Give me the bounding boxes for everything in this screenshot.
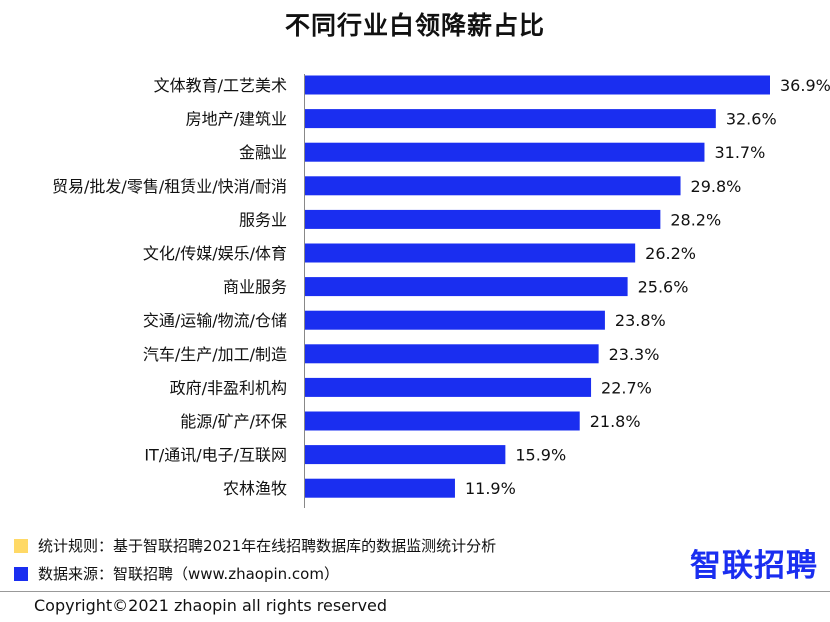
value-label: 28.2% xyxy=(670,210,721,229)
value-label: 32.6% xyxy=(726,110,777,129)
value-label: 22.7% xyxy=(601,378,652,397)
bar xyxy=(305,75,770,95)
category-label: 贸易/批发/零售/租赁业/快消/耐消 xyxy=(52,177,287,196)
bar xyxy=(305,445,506,465)
data-source-text: 数据来源：智联招聘（www.zhaopin.com） xyxy=(38,565,339,583)
bar xyxy=(305,109,716,129)
category-label: 交通/运输/物流/仓储 xyxy=(143,311,287,330)
category-label: IT/通讯/电子/互联网 xyxy=(144,446,287,465)
bar xyxy=(305,277,628,297)
category-label: 政府/非盈利机构 xyxy=(170,378,287,397)
statistics-rule-note: 统计规则：基于智联招聘2021年在线招聘数据库的数据监测统计分析 xyxy=(14,535,496,556)
zhaopin-logo: 智联招聘 xyxy=(690,548,818,584)
bar xyxy=(305,209,661,229)
value-label: 29.8% xyxy=(691,177,742,196)
value-label: 36.9% xyxy=(780,76,830,95)
value-label: 23.3% xyxy=(609,345,660,364)
category-label: 房地产/建筑业 xyxy=(186,110,287,129)
category-label: 汽车/生产/加工/制造 xyxy=(143,345,287,364)
data-source-note: 数据来源：智联招聘（www.zhaopin.com） xyxy=(14,563,339,584)
copyright-text: Copyright©2021 zhaopin all rights reserv… xyxy=(34,596,388,615)
category-label: 能源/矿产/环保 xyxy=(180,412,287,431)
value-label: 25.6% xyxy=(638,278,689,297)
bar xyxy=(305,478,455,498)
statistics-rule-text: 统计规则：基于智联招聘2021年在线招聘数据库的数据监测统计分析 xyxy=(38,537,497,555)
value-label: 31.7% xyxy=(714,143,765,162)
category-label: 农林渔牧 xyxy=(223,479,287,498)
bar xyxy=(305,377,592,397)
value-label: 23.8% xyxy=(615,311,666,330)
bar xyxy=(305,344,599,364)
category-label: 金融业 xyxy=(239,143,287,162)
bar xyxy=(305,243,636,263)
bar xyxy=(305,411,580,431)
value-label: 21.8% xyxy=(590,412,641,431)
bar xyxy=(305,176,681,196)
value-label: 15.9% xyxy=(515,446,566,465)
yellow-square-icon xyxy=(14,538,28,553)
category-label: 商业服务 xyxy=(223,278,287,297)
chart-title: 不同行业白领降薪占比 xyxy=(284,11,545,40)
bar xyxy=(305,310,605,330)
value-label: 11.9% xyxy=(465,479,516,498)
blue-square-icon xyxy=(14,566,28,581)
bar xyxy=(305,142,705,162)
value-label: 26.2% xyxy=(645,244,696,263)
category-label: 服务业 xyxy=(239,210,287,229)
category-label: 文化/传媒/娱乐/体育 xyxy=(143,244,287,263)
footer-divider xyxy=(0,591,830,592)
category-label: 文体教育/工艺美术 xyxy=(154,76,287,95)
bar-chart: 文体教育/工艺美术 36.9% 房地产/建筑业 32.6% 金融业 31.7% 贸易/批发/… xyxy=(52,74,830,508)
